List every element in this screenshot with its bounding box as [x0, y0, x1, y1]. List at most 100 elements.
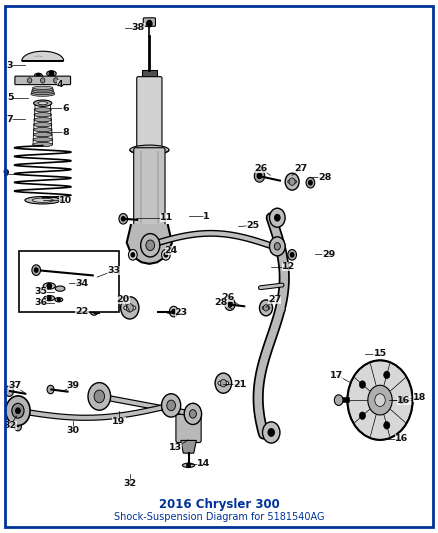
Circle shape [164, 253, 168, 257]
Ellipse shape [130, 145, 169, 155]
Text: 32: 32 [123, 479, 136, 488]
Circle shape [309, 181, 312, 185]
Polygon shape [181, 440, 196, 453]
FancyBboxPatch shape [137, 77, 162, 151]
Circle shape [119, 214, 127, 224]
Circle shape [41, 78, 45, 83]
Circle shape [279, 307, 283, 311]
Circle shape [254, 169, 265, 182]
Circle shape [334, 395, 343, 406]
Bar [141, 70, 157, 78]
Text: 27: 27 [294, 164, 307, 173]
Text: 34: 34 [75, 279, 88, 288]
Polygon shape [127, 224, 172, 264]
Ellipse shape [32, 88, 53, 91]
Ellipse shape [44, 295, 55, 301]
Circle shape [94, 390, 105, 403]
Circle shape [184, 403, 201, 424]
Circle shape [360, 412, 365, 419]
Text: 11: 11 [160, 213, 173, 222]
Ellipse shape [33, 138, 53, 142]
Text: 25: 25 [247, 221, 259, 230]
Circle shape [47, 296, 51, 300]
Text: 26: 26 [254, 164, 268, 173]
Circle shape [53, 78, 58, 83]
Ellipse shape [35, 73, 42, 78]
Circle shape [360, 381, 365, 388]
Ellipse shape [34, 118, 52, 122]
Text: 29: 29 [322, 250, 336, 259]
Circle shape [37, 74, 40, 78]
Ellipse shape [34, 112, 52, 117]
Circle shape [384, 371, 390, 378]
Text: 16: 16 [395, 434, 408, 443]
Circle shape [35, 268, 38, 272]
Text: 18: 18 [413, 393, 426, 402]
Circle shape [47, 385, 54, 394]
Circle shape [375, 394, 385, 407]
Circle shape [225, 298, 235, 311]
Ellipse shape [31, 92, 55, 96]
Ellipse shape [33, 127, 52, 132]
Circle shape [5, 386, 14, 397]
Circle shape [368, 385, 392, 415]
Ellipse shape [55, 286, 65, 291]
Text: 38: 38 [132, 23, 145, 33]
Circle shape [14, 422, 21, 431]
Circle shape [187, 463, 190, 467]
Circle shape [384, 422, 390, 429]
Circle shape [347, 360, 413, 440]
Text: 13: 13 [169, 443, 182, 453]
Circle shape [88, 383, 111, 410]
Text: 24: 24 [165, 246, 178, 255]
Circle shape [146, 240, 155, 251]
Ellipse shape [124, 305, 136, 311]
Circle shape [121, 216, 125, 221]
Circle shape [49, 71, 53, 76]
Circle shape [28, 78, 32, 83]
Ellipse shape [120, 297, 139, 319]
Text: 27: 27 [268, 295, 281, 304]
Ellipse shape [34, 100, 52, 107]
Ellipse shape [38, 102, 47, 105]
Text: 19: 19 [112, 417, 126, 426]
Text: 17: 17 [330, 370, 343, 379]
Circle shape [131, 253, 134, 257]
Circle shape [167, 400, 176, 411]
Text: 9: 9 [3, 169, 9, 178]
Circle shape [289, 178, 295, 185]
Ellipse shape [32, 198, 53, 203]
Ellipse shape [183, 463, 194, 467]
Circle shape [262, 422, 280, 443]
Ellipse shape [47, 71, 56, 76]
Ellipse shape [288, 180, 297, 184]
Text: 20: 20 [117, 295, 130, 304]
Text: 35: 35 [34, 287, 47, 296]
Circle shape [172, 310, 176, 314]
Polygon shape [22, 51, 64, 61]
Circle shape [228, 302, 232, 307]
Circle shape [126, 304, 133, 312]
Circle shape [141, 233, 160, 257]
Ellipse shape [25, 197, 60, 204]
Text: 28: 28 [318, 173, 332, 182]
Text: 10: 10 [59, 196, 72, 205]
Text: 15: 15 [374, 350, 387, 359]
Ellipse shape [33, 142, 53, 147]
FancyBboxPatch shape [176, 415, 201, 442]
Ellipse shape [55, 297, 63, 302]
Text: 22: 22 [75, 307, 88, 316]
Text: 7: 7 [6, 115, 13, 124]
Circle shape [274, 243, 280, 250]
Circle shape [275, 215, 280, 221]
Circle shape [128, 249, 137, 260]
Text: 32: 32 [4, 421, 17, 430]
Text: 26: 26 [221, 293, 234, 302]
Text: 12: 12 [282, 262, 295, 271]
Circle shape [306, 177, 315, 188]
Text: 30: 30 [67, 426, 80, 435]
Circle shape [57, 298, 60, 301]
Circle shape [399, 397, 405, 404]
Text: 4: 4 [57, 79, 64, 88]
Text: 37: 37 [8, 381, 21, 390]
